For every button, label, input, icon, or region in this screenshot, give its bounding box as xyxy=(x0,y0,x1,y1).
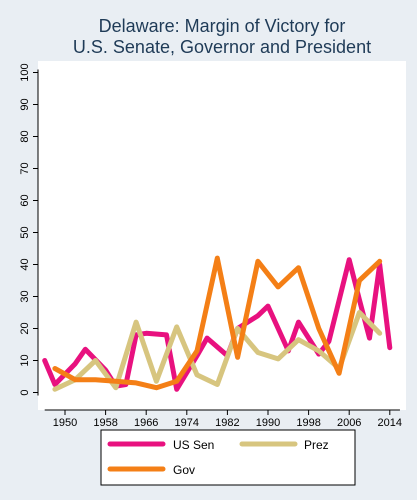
y-tick-label-90: 90 xyxy=(19,98,31,110)
y-tick-label-10: 10 xyxy=(19,354,31,366)
x-tick-label-1950: 1950 xyxy=(53,417,77,429)
x-tick-label-2014: 2014 xyxy=(378,417,402,429)
legend-label-us-sen: US Sen xyxy=(173,438,214,452)
axes-layer: 0 10 20 30 40 50 60 70 80 90 100 1950 1958 1966 1974 19… xyxy=(19,63,402,429)
legend: US Sen Prez Gov xyxy=(100,429,356,486)
x-tick-label-2006: 2006 xyxy=(337,417,361,429)
x-tick-label-1990: 1990 xyxy=(256,417,280,429)
y-tick-label-100: 100 xyxy=(19,63,31,81)
y-tick-label-60: 60 xyxy=(19,194,31,206)
legend-label-gov: Gov xyxy=(173,463,195,477)
y-tick-label-70: 70 xyxy=(19,162,31,174)
y-tick-label-0: 0 xyxy=(19,389,31,395)
x-tick-label-1998: 1998 xyxy=(296,417,320,429)
y-tick-label-30: 30 xyxy=(19,290,31,302)
y-tick-label-50: 50 xyxy=(19,226,31,238)
legend-label-prez: Prez xyxy=(304,438,329,452)
x-tick-label-1966: 1966 xyxy=(134,417,158,429)
legend-box xyxy=(100,429,356,486)
x-tick-label-1982: 1982 xyxy=(215,417,239,429)
x-tick-label-1958: 1958 xyxy=(93,417,117,429)
y-tick-label-80: 80 xyxy=(19,130,31,142)
series-line-gov xyxy=(52,255,383,391)
y-tick-label-20: 20 xyxy=(19,322,31,334)
series-layer xyxy=(42,255,393,392)
y-tick-label-40: 40 xyxy=(19,258,31,270)
chart-title-line-2: U.S. Senate, Governor and President xyxy=(73,37,371,57)
chart-title-line-1: Delaware: Margin of Victory for xyxy=(99,16,346,36)
x-tick-label-1974: 1974 xyxy=(175,417,199,429)
